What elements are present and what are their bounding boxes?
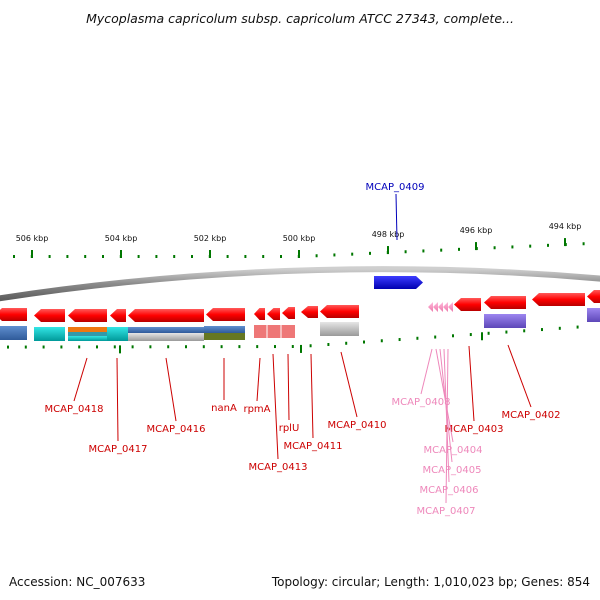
gene-arrow[interactable] bbox=[587, 290, 600, 303]
gene-label-mcap-0413[interactable]: MCAP_0413 bbox=[249, 462, 308, 473]
gene-arrow[interactable] bbox=[0, 308, 27, 321]
genome-backbone bbox=[0, 266, 600, 302]
leader-line bbox=[340, 351, 358, 418]
gene-label-mcap-0406[interactable]: MCAP_0406 bbox=[420, 485, 479, 496]
feature-tracks bbox=[0, 276, 600, 341]
gene-label-mcap-0416[interactable]: MCAP_0416 bbox=[147, 424, 206, 435]
gene-rplu[interactable] bbox=[282, 307, 295, 319]
gene-small-arrow[interactable] bbox=[443, 302, 448, 312]
gene-mcap-0410[interactable] bbox=[320, 305, 359, 318]
gene-label-mcap-0403[interactable]: MCAP_0403 bbox=[445, 424, 504, 435]
ruler-label: 498 kbp bbox=[372, 230, 405, 239]
ruler-label: 500 kbp bbox=[283, 234, 316, 243]
gene-small-arrow[interactable] bbox=[428, 302, 433, 312]
annotation-block bbox=[68, 336, 107, 341]
ruler-label: 504 kbp bbox=[105, 234, 138, 243]
gene-label-mcap-0411[interactable]: MCAP_0411 bbox=[284, 441, 343, 452]
leader-line bbox=[272, 353, 279, 460]
gene-label-mcap-0407[interactable]: MCAP_0407 bbox=[417, 506, 476, 517]
leader-line bbox=[443, 348, 450, 483]
annotation-block bbox=[68, 327, 107, 332]
gene-label-rplu[interactable]: rplU bbox=[279, 423, 300, 434]
ruler-label: 502 kbp bbox=[194, 234, 227, 243]
ruler-label: 494 kbp bbox=[549, 222, 582, 231]
gene-mcap-0411[interactable] bbox=[301, 306, 318, 318]
gene-nana[interactable] bbox=[206, 308, 245, 321]
gene-labels: MCAP_0409 MCAP_0418 MCAP_0417 MCAP_0416 nanA… bbox=[45, 182, 561, 517]
ruler-label: 506 kbp bbox=[16, 234, 49, 243]
leader-line bbox=[420, 348, 433, 395]
leader-line bbox=[73, 357, 88, 402]
annotation-block bbox=[320, 322, 359, 336]
leader-line bbox=[395, 193, 398, 241]
ruler-label: 496 kbp bbox=[460, 226, 493, 235]
leader-line bbox=[287, 353, 290, 421]
annotation-block bbox=[68, 332, 107, 336]
genome-summary-text: Topology: circular; Length: 1,010,023 bp… bbox=[271, 575, 590, 589]
annotation-block bbox=[107, 327, 128, 341]
gene-mcap-0402[interactable] bbox=[484, 296, 526, 309]
gene-label-rpma[interactable]: rpmA bbox=[243, 404, 270, 415]
position-ruler: 506 kbp 504 kbp 502 kbp 500 kbp 498 kbp 496 k… bbox=[13, 222, 585, 258]
gene-mcap-0403[interactable] bbox=[454, 298, 481, 311]
gene-mcap-0417[interactable] bbox=[68, 309, 107, 322]
gene-mcap-0409[interactable] bbox=[374, 276, 423, 289]
gene-arrow[interactable] bbox=[532, 293, 585, 306]
gene-label-mcap-0404[interactable]: MCAP_0404 bbox=[424, 445, 483, 456]
leader-line bbox=[310, 353, 314, 439]
leader-line bbox=[507, 344, 532, 408]
annotation-block bbox=[128, 333, 204, 341]
gene-mcap-0416[interactable] bbox=[128, 309, 204, 322]
leader-line bbox=[165, 357, 177, 422]
gene-label-nana[interactable]: nanA bbox=[211, 403, 237, 414]
annotation-block bbox=[484, 314, 526, 328]
gene-small-arrow[interactable] bbox=[433, 302, 438, 312]
annotation-block bbox=[128, 327, 204, 333]
gene-mcap-0413[interactable] bbox=[267, 308, 280, 320]
gene-rpma[interactable] bbox=[254, 308, 265, 320]
annotation-block bbox=[204, 326, 245, 333]
annotation-block bbox=[587, 308, 600, 322]
gene-small-arrow[interactable] bbox=[438, 302, 443, 312]
annotation-block bbox=[204, 333, 245, 340]
gene-label-mcap-0405[interactable]: MCAP_0405 bbox=[423, 465, 482, 476]
gene-label-mcap-0410[interactable]: MCAP_0410 bbox=[328, 420, 387, 431]
gene-label-mcap-0418[interactable]: MCAP_0418 bbox=[45, 404, 104, 415]
annotation-block bbox=[0, 326, 27, 340]
gene-label-mcap-0409[interactable]: MCAP_0409 bbox=[366, 182, 425, 193]
leader-line bbox=[445, 348, 449, 504]
gene-arrow[interactable] bbox=[110, 309, 126, 322]
leader-line bbox=[468, 345, 475, 422]
gene-label-mcap-0408[interactable]: MCAP_0408 bbox=[392, 397, 451, 408]
lower-tick-row bbox=[7, 325, 579, 354]
gene-label-mcap-0402[interactable]: MCAP_0402 bbox=[502, 410, 561, 421]
annotation-block bbox=[254, 325, 295, 338]
accession-text: Accession: NC_007633 bbox=[9, 575, 145, 589]
leader-line bbox=[116, 357, 119, 442]
annotation-block bbox=[34, 327, 65, 341]
gene-mcap-0418[interactable] bbox=[34, 309, 65, 322]
gene-label-mcap-0417[interactable]: MCAP_0417 bbox=[89, 444, 148, 455]
map-title: Mycoplasma capricolum subsp. capricolum … bbox=[86, 11, 514, 26]
gene-small-arrow[interactable] bbox=[448, 302, 453, 312]
leader-line bbox=[256, 357, 261, 402]
